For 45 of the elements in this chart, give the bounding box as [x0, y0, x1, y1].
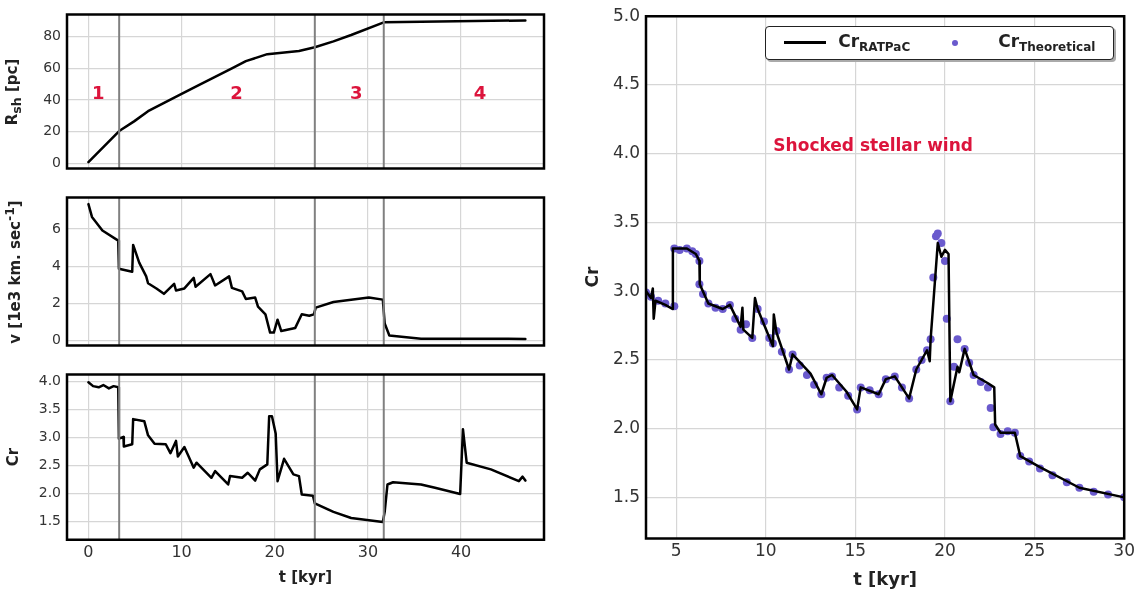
x-tick-label: 10: [171, 541, 192, 561]
y-tick-label: 2: [52, 294, 61, 311]
y-tick-label: 80: [43, 27, 61, 44]
annotation: 4: [473, 82, 487, 104]
x-axis-title: t [kyr]: [278, 568, 333, 586]
y-tick-label: 2.0: [38, 484, 61, 501]
annotation: 1: [92, 82, 105, 104]
y-tick-label: 4.0: [38, 372, 61, 389]
y-tick-label: 1.5: [612, 485, 640, 506]
y-tick-label: 3.5: [38, 400, 61, 417]
y-tick-label: 2.5: [38, 456, 61, 473]
y-tick-label: 1.5: [38, 512, 61, 528]
x-tick-label: 15: [844, 540, 867, 561]
x-tick-label: 0: [83, 541, 94, 561]
x-axis-title: t [kyr]: [853, 568, 918, 589]
y-tick-label: 3.0: [38, 428, 61, 445]
y-tick-label: 4.0: [612, 142, 640, 163]
y-tick-label: 0: [52, 154, 61, 171]
y-axis-title: Cr: [4, 447, 22, 467]
y-tick-label: 4: [52, 256, 62, 273]
x-tick-label: 10: [754, 540, 777, 561]
y-tick-label: 40: [43, 90, 61, 107]
y-tick-label: 3.0: [612, 279, 640, 300]
x-tick-label: 30: [357, 541, 379, 561]
y-tick-label: 0: [52, 331, 61, 348]
y-tick-label: 2.5: [612, 348, 640, 369]
y-tick-label: 2.0: [612, 417, 640, 438]
x-tick-label: 30: [1113, 540, 1135, 561]
x-tick-label: 20: [934, 540, 956, 561]
annotation: 3: [349, 82, 363, 104]
legend-label: Cr$_{RATPaC}$: [838, 31, 911, 55]
y-tick-label: 60: [43, 58, 61, 75]
legend-label: Cr$_{Theoretical}$: [998, 31, 1096, 55]
x-tick-label: 5: [670, 540, 682, 561]
x-tick-label: 40: [450, 541, 472, 561]
y-tick-label: 5.0: [612, 4, 640, 25]
y-tick-label: 20: [43, 122, 61, 139]
x-tick-label: 25: [1023, 540, 1046, 561]
y-tick-label: 4.5: [612, 73, 640, 94]
y-tick-label: 6: [52, 219, 62, 236]
annotation: Shocked stellar wind: [773, 135, 973, 156]
y-axis-title: Cr: [582, 266, 602, 288]
x-tick-label: 20: [264, 541, 285, 561]
annotation: 2: [230, 82, 243, 104]
y-tick-label: 3.5: [612, 210, 640, 231]
